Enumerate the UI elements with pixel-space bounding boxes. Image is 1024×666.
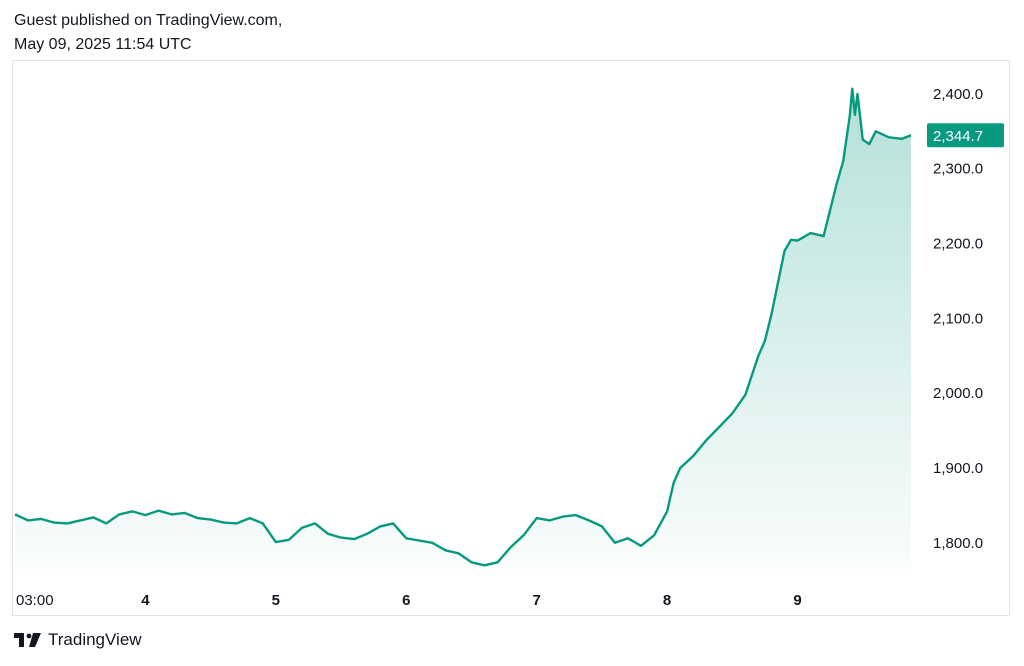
y-tick-label: 2,000.0 (933, 385, 983, 402)
y-tick-label: 2,300.0 (933, 161, 983, 178)
x-tick-label: 9 (793, 592, 801, 609)
publish-header: Guest published on TradingView.com, May … (14, 9, 282, 57)
y-tick-label: 2,400.0 (933, 86, 983, 103)
price-series-line (14, 87, 912, 567)
last-price-tag (927, 123, 1004, 148)
brand-name: TradingView (48, 630, 142, 649)
price-area-fill (15, 88, 911, 569)
x-tick-label: 8 (663, 592, 671, 609)
price-chart[interactable]: 2,400.0 2,300.0 2,200.0 2,100.0 2,000.0 1,900… (13, 61, 1011, 617)
x-tick-label: 6 (402, 592, 410, 609)
y-tick-label: 2,200.0 (933, 236, 983, 253)
chart-frame[interactable]: 2,400.0 2,300.0 2,200.0 2,100.0 2,000.0 1,900… (12, 60, 1010, 616)
publisher-text: Guest published on TradingView.com, (14, 12, 283, 29)
last-price-label: 2,344.7 (933, 128, 983, 145)
y-tick-label: 1,800.0 (933, 535, 983, 552)
y-tick-label: 2,100.0 (933, 310, 983, 327)
x-tick-label: 03:00 (16, 592, 54, 609)
tradingview-logo-icon (14, 633, 41, 647)
tradingview-brand[interactable]: TradingView (14, 630, 142, 650)
y-tick-label: 1,900.0 (933, 460, 983, 477)
x-tick-label: 4 (141, 592, 150, 609)
x-tick-label: 5 (272, 592, 280, 609)
publish-timestamp: May 09, 2025 11:54 UTC (14, 36, 192, 53)
x-tick-label: 7 (533, 592, 541, 609)
